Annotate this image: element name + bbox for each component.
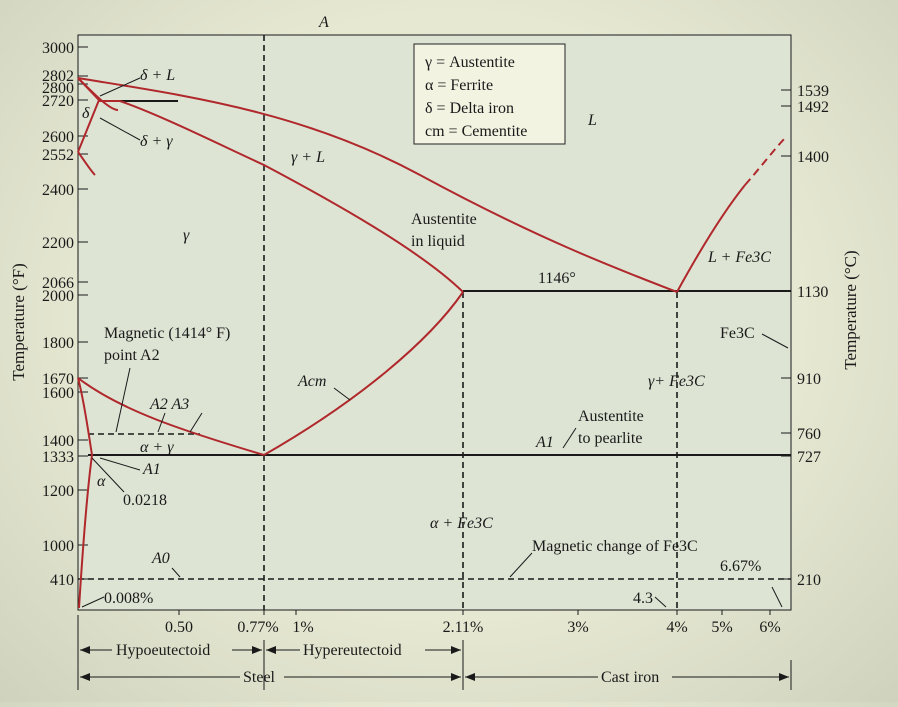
right-tick: 910: [797, 371, 821, 388]
right-tick: 1400: [797, 149, 829, 166]
x-tick: 3%: [567, 619, 588, 636]
right-tick: 727: [797, 449, 821, 466]
composition-guides: [263, 35, 678, 610]
left-tick: 1400: [42, 433, 74, 450]
label-a0: A0: [151, 550, 170, 567]
label-liquid-fe3c: L + Fe3C: [707, 249, 771, 266]
label-hypereutectoid: Hypereutectoid: [303, 642, 402, 659]
label-delta-gamma: δ + γ: [140, 133, 173, 150]
legend-item: γ = Austentite: [424, 54, 515, 71]
label-hypoeutectoid: Hypoeutectoid: [116, 642, 210, 659]
right-tick: 1539: [797, 83, 829, 100]
label-magnetic-change: Magnetic change of Fe3C: [532, 538, 698, 555]
left-tick: 410: [50, 572, 74, 589]
left-tick: 2000: [42, 288, 74, 305]
label-delta: δ: [82, 105, 90, 122]
left-tick: 2552: [42, 147, 74, 164]
label-a1-left: A1: [142, 461, 161, 478]
label-alpha-fe3c: α + Fe3C: [430, 515, 493, 532]
label-acm: Acm: [297, 373, 326, 390]
left-tick: 2600: [42, 129, 74, 146]
label-cast-iron: Cast iron: [601, 669, 659, 686]
left-tick: 1000: [42, 538, 74, 555]
left-tick: 3000: [42, 40, 74, 57]
x-tick: 0.77%: [237, 619, 278, 636]
label-austentite-in-liquid-1: Austentite: [411, 211, 477, 228]
left-axis-title: Temperature (°F): [9, 263, 28, 380]
label-magnetic-point-2: point A2: [104, 347, 160, 364]
label-gamma-liquid: γ + L: [291, 149, 325, 166]
label-delta-liquid: δ + L: [140, 67, 175, 84]
left-tick: 1200: [42, 483, 74, 500]
right-axis: 1539 1492 1400 1130 910 760 727 210: [781, 83, 829, 589]
left-tick: 1600: [42, 385, 74, 402]
label-a2-a3: A2 A3: [149, 396, 189, 413]
legend-item: cm = Cementite: [425, 123, 527, 140]
left-tick: 2400: [42, 182, 74, 199]
left-tick: 2066: [42, 275, 74, 292]
label-a1-right: A1: [535, 434, 554, 451]
x-tick: 6%: [759, 619, 780, 636]
label-pct-0008: 0.008%: [104, 590, 153, 607]
left-tick: 1670: [42, 371, 74, 388]
x-tick: 5%: [711, 619, 732, 636]
label-pct-667: 6.67%: [720, 558, 761, 575]
legend-item: δ = Delta iron: [425, 100, 514, 117]
legend-box: [413, 43, 566, 145]
left-tick: 2802: [42, 68, 74, 85]
right-tick: 1130: [797, 284, 828, 301]
phase-boundaries: [77, 77, 786, 609]
label-austentite-to-pearlite-2: to pearlite: [578, 430, 642, 447]
left-axis: 3000 2802 2800 2720 2600 2552 2400 2200 …: [42, 40, 88, 589]
range-annotations: Hypoeutectoid Hypereutectoid Steel Cast …: [77, 615, 792, 690]
legend-item: α = Ferrite: [425, 77, 493, 94]
label-gamma-fe3c: γ+ Fe3C: [648, 373, 705, 390]
left-tick: 2720: [42, 93, 74, 110]
region-labels: δ + L δ δ + γ γ + L L γ Austentite in li…: [81, 67, 789, 608]
x-tick: 4%: [666, 619, 687, 636]
right-axis-title: Temperature (°C): [841, 250, 860, 369]
label-alpha: α: [97, 473, 106, 490]
label-a-top: A: [318, 14, 329, 31]
label-magnetic-point-1: Magnetic (1414° F): [104, 325, 230, 342]
right-tick: 210: [797, 572, 821, 589]
bottom-axis: 0.50 0.77% 1% 2.11% 3% 4% 5% 6%: [165, 610, 781, 636]
label-austentite-in-liquid-2: in liquid: [411, 233, 465, 250]
x-tick: 1%: [292, 619, 313, 636]
left-tick: 1800: [42, 335, 74, 352]
legend: γ = Austentite α = Ferrite δ = Delta iro…: [413, 43, 566, 145]
left-tick: 1333: [42, 449, 74, 466]
label-pct-43: 4.3: [633, 590, 653, 607]
left-tick: 2800: [42, 80, 74, 97]
label-liquid: L: [587, 112, 597, 129]
label-gamma: γ: [183, 227, 190, 244]
left-tick: 2200: [42, 235, 74, 252]
right-tick: 760: [797, 426, 821, 443]
label-fe3c: Fe3C: [720, 325, 755, 342]
x-tick: 2.11%: [443, 619, 484, 636]
label-austentite-to-pearlite-1: Austentite: [578, 408, 644, 425]
right-tick: 1492: [797, 99, 829, 116]
label-steel: Steel: [243, 669, 276, 686]
x-tick: 0.50: [165, 619, 193, 636]
label-solubility-0218: 0.0218: [123, 492, 167, 509]
label-eutectic-temp: 1146°: [538, 270, 576, 287]
label-alpha-gamma: α + γ: [140, 439, 174, 456]
